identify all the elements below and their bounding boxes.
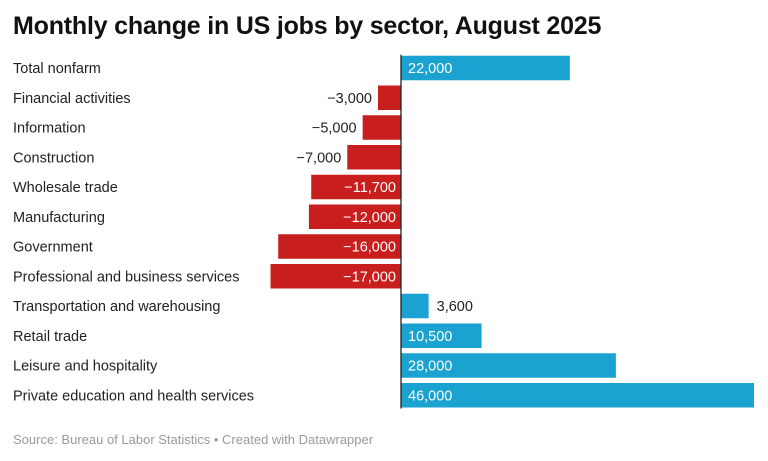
bar	[377, 85, 401, 110]
chart-footer: Source: Bureau of Labor Statistics • Cre…	[13, 432, 374, 447]
bar	[270, 264, 401, 289]
category-label: Manufacturing	[13, 210, 105, 226]
category-label: Financial activities	[13, 91, 131, 107]
bar	[401, 55, 570, 81]
category-label: Total nonfarm	[13, 61, 101, 77]
category-label: Transportation and warehousing	[13, 299, 220, 315]
value-label: −17,000	[343, 269, 396, 285]
category-label: Wholesale trade	[13, 180, 118, 196]
category-label: Information	[13, 121, 86, 137]
value-label: 28,000	[408, 359, 452, 375]
category-label: Professional and business services	[13, 269, 239, 285]
value-label: −11,700	[344, 180, 396, 196]
bar	[401, 383, 754, 408]
bar	[308, 204, 401, 229]
bar	[278, 234, 401, 259]
value-label: −16,000	[343, 240, 396, 256]
value-label: −3,000	[327, 91, 372, 107]
value-label: 22,000	[408, 61, 452, 77]
category-label: Leisure and hospitality	[13, 359, 158, 375]
category-label: Private education and health services	[13, 388, 254, 404]
value-label: −12,000	[343, 210, 396, 226]
value-label: 3,600	[437, 299, 473, 315]
bar	[401, 323, 482, 348]
category-label: Retail trade	[13, 329, 87, 345]
bar	[362, 115, 401, 140]
bar	[401, 293, 429, 319]
value-label: −7,000	[297, 150, 342, 166]
category-label: Construction	[13, 150, 94, 166]
bar	[311, 174, 401, 200]
value-label: 10,500	[408, 329, 452, 345]
bar	[401, 353, 616, 378]
value-label: 46,000	[408, 388, 452, 404]
category-label: Government	[13, 240, 93, 256]
bar	[347, 145, 401, 170]
value-label: −5,000	[312, 121, 357, 137]
chart-title: Monthly change in US jobs by sector, Aug…	[13, 12, 602, 40]
